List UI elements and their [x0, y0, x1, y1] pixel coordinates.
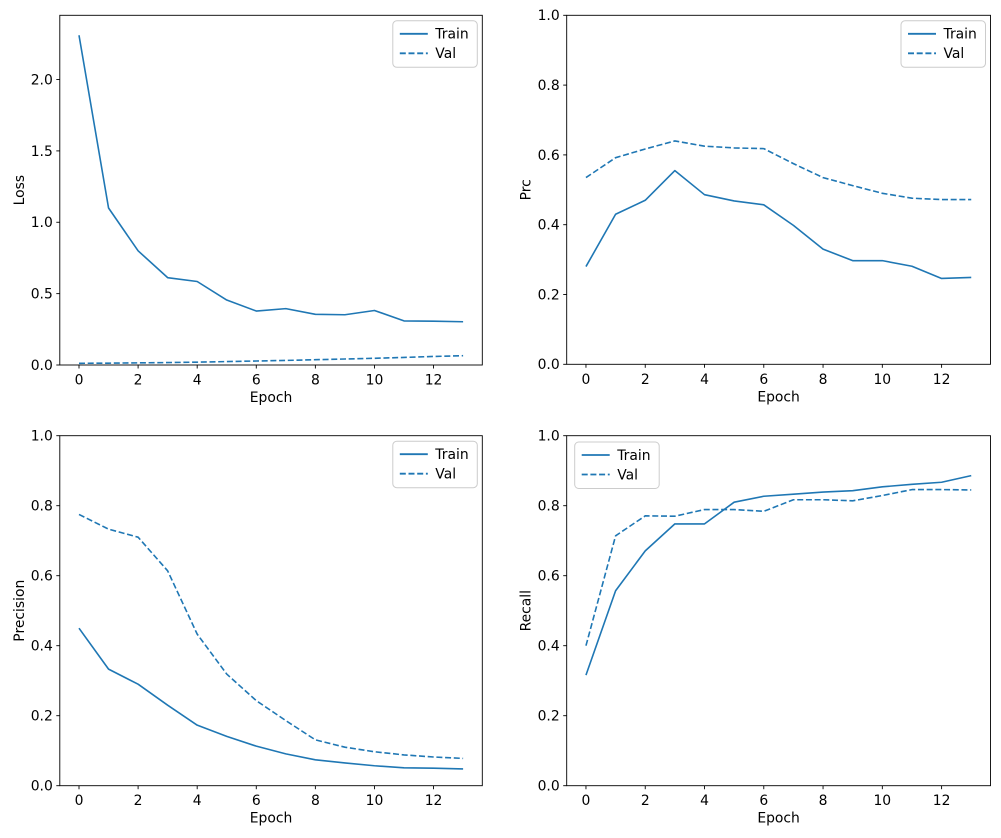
- chart-recall: 0 2 4 6 8 10 12 0.0 0.2 0.4 0.6 0.8 1.0 Epoch Recall Tr…: [500, 419, 1001, 838]
- x-axis-label: Epoch: [757, 389, 800, 405]
- x-tick-label: 2: [641, 793, 650, 809]
- legend-label-val: Val: [435, 46, 456, 62]
- series-line-train: [78, 35, 464, 323]
- x-tick-label: 10: [366, 793, 384, 809]
- axes-spines: [566, 14, 991, 365]
- legend: Train Val: [574, 441, 660, 489]
- legend: Train Val: [900, 20, 986, 68]
- y-tick-label: 0.4: [538, 218, 560, 234]
- series-line-train: [585, 474, 972, 676]
- x-tick-label: 0: [75, 793, 84, 809]
- y-tick-label: 0.5: [31, 287, 53, 303]
- x-tick-label: 4: [193, 373, 202, 389]
- y-tick-label: 1.0: [31, 429, 53, 445]
- legend: Train Val: [392, 440, 478, 489]
- legend-box: [900, 20, 986, 68]
- x-tick-label: 10: [873, 793, 891, 809]
- legend-label-train: Train: [943, 27, 977, 43]
- y-tick-label: 1.0: [538, 8, 560, 24]
- legend-label-val: Val: [435, 467, 456, 483]
- legend: Train Val: [392, 20, 478, 68]
- y-tick-label: 0.0: [31, 779, 53, 795]
- x-tick-label: 2: [134, 373, 143, 389]
- x-tick-label: 8: [819, 793, 828, 809]
- axes-spines: [59, 14, 483, 366]
- legend-box: [574, 441, 660, 489]
- axes-spines: [566, 435, 991, 787]
- legend-label-train: Train: [434, 447, 468, 463]
- x-axis-label: Epoch: [250, 390, 293, 406]
- plot-svg: 0 2 4 6 8 10 12 0.0 0.5 1.0 1.5 2.0 Epoch Loss Train Va…: [12, 14, 483, 406]
- y-axis-label: Recall: [519, 590, 535, 631]
- y-tick-label: 0.0: [31, 358, 53, 374]
- x-axis-label: Epoch: [757, 811, 800, 827]
- x-tick-label: 8: [311, 793, 320, 809]
- series-line-val: [585, 488, 972, 646]
- x-tick-label: 6: [252, 793, 261, 809]
- x-tick-label: 4: [193, 793, 202, 809]
- x-tick-label: 6: [759, 372, 768, 388]
- y-tick-label: 2.0: [31, 72, 53, 88]
- series-line-val: [585, 140, 972, 201]
- y-tick-label: 1.0: [31, 215, 53, 231]
- y-tick-label: 1.5: [31, 144, 53, 160]
- x-tick-label: 10: [366, 373, 384, 389]
- x-tick-label: 4: [700, 372, 709, 388]
- plot-svg: 0 2 4 6 8 10 12 0.0 0.2 0.4 0.6 0.8 1.0 Epoch Prc Train…: [519, 8, 991, 405]
- axes-spines: [59, 435, 483, 787]
- y-tick-label: 0.2: [538, 287, 560, 303]
- x-tick-label: 6: [759, 793, 768, 809]
- y-tick-label: 0.2: [538, 709, 560, 725]
- y-axis-label: Prc: [519, 179, 535, 200]
- y-tick-label: 0.6: [538, 569, 560, 585]
- legend-label-val: Val: [617, 467, 638, 483]
- x-tick-label: 2: [134, 793, 143, 809]
- x-tick-label: 0: [75, 373, 84, 389]
- chart-precision: 0 2 4 6 8 10 12 0.0 0.2 0.4 0.6 0.8 1.0 Epoch Precisio…: [0, 419, 500, 838]
- x-tick-label: 12: [933, 793, 951, 809]
- x-tick-label: 6: [252, 373, 261, 389]
- y-tick-label: 0.6: [31, 569, 53, 585]
- series-line-val: [78, 513, 464, 760]
- y-tick-label: 0.4: [538, 639, 560, 655]
- x-tick-label: 8: [311, 373, 320, 389]
- x-tick-label: 12: [933, 372, 951, 388]
- legend-label-train: Train: [616, 448, 650, 464]
- x-tick-label: 12: [425, 373, 443, 389]
- y-tick-label: 0.4: [31, 639, 53, 655]
- x-tick-label: 2: [641, 372, 650, 388]
- series-line-train: [78, 627, 464, 770]
- legend-label-val: Val: [944, 46, 965, 62]
- chart-loss: 0 2 4 6 8 10 12 0.0 0.5 1.0 1.5 2.0 Epoch Loss Train Va…: [0, 0, 500, 419]
- y-tick-label: 0.0: [538, 357, 560, 373]
- plot-svg: 0 2 4 6 8 10 12 0.0 0.2 0.4 0.6 0.8 1.0 Epoch Precisio…: [12, 429, 483, 827]
- y-tick-label: 0.8: [538, 78, 560, 94]
- x-tick-label: 0: [582, 372, 591, 388]
- y-tick-label: 0.8: [538, 499, 560, 515]
- y-tick-label: 1.0: [538, 429, 560, 445]
- y-tick-label: 0.6: [538, 148, 560, 164]
- series-line-val: [78, 354, 464, 365]
- y-axis-label: Precision: [12, 580, 28, 642]
- y-tick-label: 0.8: [31, 499, 53, 515]
- x-tick-label: 4: [700, 793, 709, 809]
- x-tick-label: 8: [819, 372, 828, 388]
- legend-label-train: Train: [434, 27, 468, 43]
- x-tick-label: 0: [582, 793, 591, 809]
- plot-svg: 0 2 4 6 8 10 12 0.0 0.2 0.4 0.6 0.8 1.0 Epoch Recall Tr…: [519, 429, 991, 827]
- x-tick-label: 10: [873, 372, 891, 388]
- legend-box: [392, 440, 478, 489]
- legend-box: [392, 20, 478, 68]
- y-tick-label: 0.0: [538, 779, 560, 795]
- y-axis-label: Loss: [12, 175, 28, 205]
- series-line-train: [585, 169, 972, 280]
- y-tick-label: 0.2: [31, 709, 53, 725]
- chart-prc: 0 2 4 6 8 10 12 0.0 0.2 0.4 0.6 0.8 1.0 Epoch Prc Train…: [500, 0, 1001, 419]
- x-tick-label: 12: [425, 793, 443, 809]
- x-axis-label: Epoch: [250, 811, 293, 827]
